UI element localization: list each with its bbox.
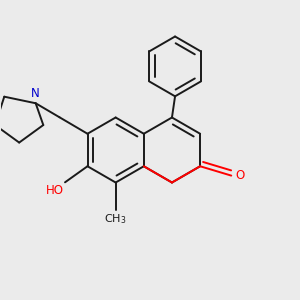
Text: CH$_3$: CH$_3$ [104, 213, 127, 226]
Text: HO: HO [46, 184, 64, 197]
Text: N: N [31, 86, 40, 100]
Text: O: O [235, 169, 244, 182]
